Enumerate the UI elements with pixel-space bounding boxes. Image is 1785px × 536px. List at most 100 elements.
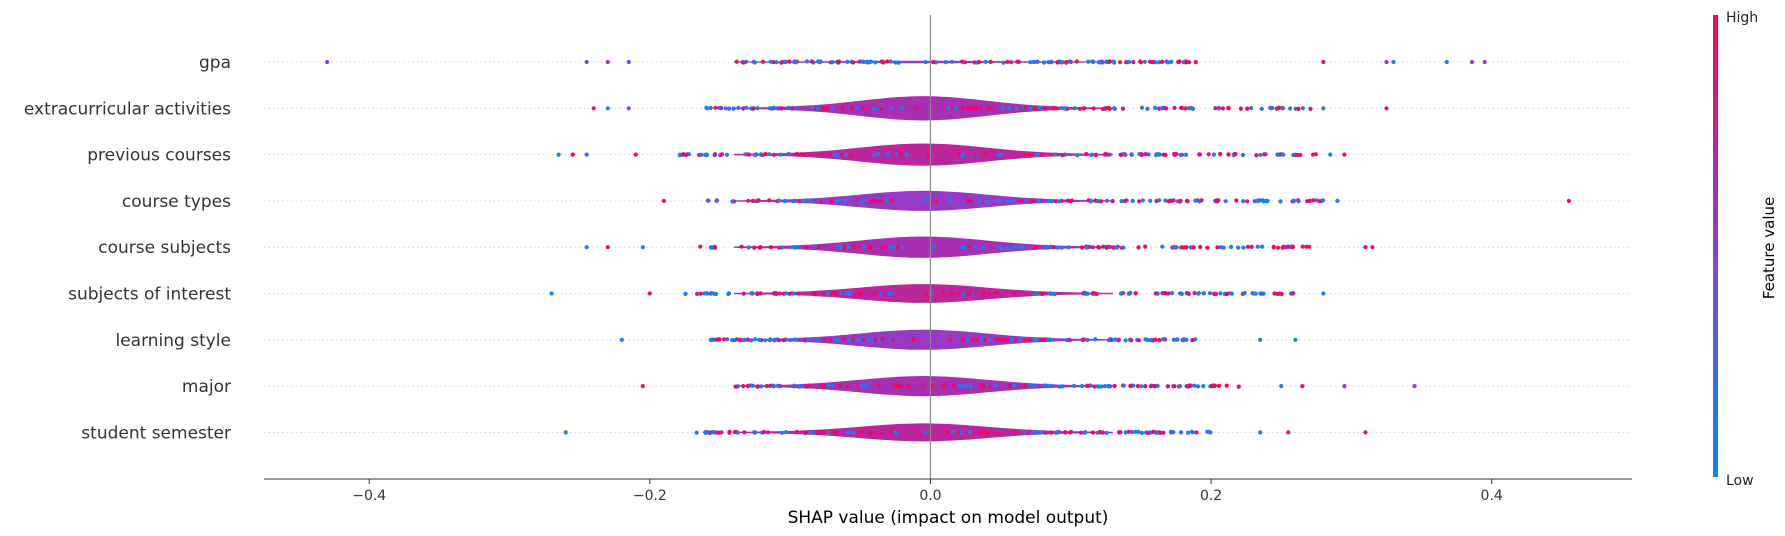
shap-point <box>1190 430 1195 435</box>
shap-point <box>866 337 871 342</box>
shap-point <box>1103 152 1108 157</box>
shap-point <box>1012 291 1017 296</box>
shap-point <box>1310 152 1316 157</box>
shap-point <box>1072 106 1077 111</box>
shap-point <box>1342 152 1347 157</box>
shap-point <box>872 291 877 296</box>
shap-point <box>584 59 589 65</box>
shap-point <box>1268 106 1273 111</box>
shap-point <box>767 106 772 111</box>
shap-point <box>1104 198 1110 203</box>
shap-point <box>619 337 624 342</box>
shap-point <box>978 106 984 111</box>
shap-point <box>1260 244 1265 249</box>
shap-point <box>1192 290 1197 296</box>
shap-point <box>1290 244 1295 249</box>
shap-point <box>1126 429 1131 434</box>
shap-point <box>1279 384 1284 389</box>
shap-point <box>1198 244 1203 250</box>
shap-point <box>911 337 916 342</box>
shap-point <box>1258 291 1263 296</box>
shap-point <box>605 59 610 65</box>
shap-point <box>1291 152 1296 158</box>
shap-point <box>724 152 730 157</box>
shap-point <box>1014 105 1019 111</box>
shap-point <box>1181 337 1186 342</box>
shap-point <box>880 337 885 342</box>
shap-point <box>850 106 855 111</box>
feature-label: major <box>182 377 231 397</box>
shap-point <box>1293 337 1298 342</box>
shap-point <box>829 199 834 204</box>
shap-point <box>1191 245 1196 250</box>
shap-point <box>1049 199 1054 204</box>
shap-point <box>775 106 780 111</box>
shap-point <box>1094 152 1099 157</box>
shap-point <box>1049 59 1054 64</box>
shap-point <box>708 245 714 250</box>
shap-point <box>1412 384 1417 389</box>
shap-point <box>739 244 744 249</box>
shap-point <box>809 59 814 64</box>
shap-point <box>712 152 718 157</box>
shap-point <box>1213 291 1219 297</box>
shap-point <box>842 337 847 342</box>
shap-point <box>1158 430 1163 435</box>
shap-point <box>932 429 937 434</box>
shap-point <box>1062 430 1068 435</box>
shap-point <box>931 60 936 65</box>
shap-point <box>1139 430 1144 435</box>
shap-point <box>892 383 897 388</box>
x-tick-label: 0.2 <box>1200 488 1222 504</box>
shap-point <box>1099 60 1104 65</box>
shap-point <box>1032 291 1037 297</box>
shap-point <box>1248 106 1254 111</box>
shap-point <box>834 430 839 435</box>
shap-point <box>1055 245 1060 250</box>
data-points <box>325 59 1571 436</box>
shap-point <box>858 383 864 388</box>
shap-point <box>950 429 955 435</box>
shap-point <box>1256 198 1261 203</box>
shap-point <box>879 59 884 64</box>
shap-point <box>1187 383 1192 388</box>
shap-point <box>885 152 891 158</box>
shap-point <box>719 430 724 435</box>
shap-point <box>1169 291 1175 296</box>
shap-point <box>1145 106 1150 111</box>
shap-point <box>1042 60 1047 65</box>
shap-point <box>1031 59 1036 65</box>
shap-point <box>735 430 740 435</box>
shap-point <box>1090 245 1095 250</box>
shap-point <box>1184 60 1189 65</box>
shap-point <box>884 198 889 203</box>
shap-point <box>1140 198 1145 203</box>
shap-point <box>983 152 988 157</box>
shap-point <box>904 152 909 157</box>
shap-point <box>1241 245 1246 250</box>
shap-point <box>1099 199 1104 204</box>
shap-point <box>1169 198 1174 203</box>
shap-point <box>725 337 730 342</box>
shap-point <box>1229 291 1234 296</box>
shap-point <box>1179 291 1184 296</box>
shap-point <box>967 244 972 249</box>
shap-point <box>744 105 749 110</box>
shap-point <box>1307 198 1312 204</box>
shap-point <box>1122 198 1128 204</box>
shap-point <box>1129 152 1134 157</box>
shap-point <box>745 152 751 157</box>
shap-point <box>1281 152 1286 157</box>
shap-point <box>1083 291 1088 296</box>
shap-point <box>1160 291 1165 296</box>
shap-point <box>834 291 839 296</box>
shap-point <box>1384 59 1389 65</box>
shap-point <box>815 105 821 110</box>
shap-point <box>1295 152 1300 158</box>
feature-label: course subjects <box>98 238 231 258</box>
shap-point <box>1311 198 1316 203</box>
shap-point <box>754 152 759 157</box>
shap-point <box>771 152 777 157</box>
shap-point <box>1079 383 1085 389</box>
shap-point <box>1220 106 1226 111</box>
